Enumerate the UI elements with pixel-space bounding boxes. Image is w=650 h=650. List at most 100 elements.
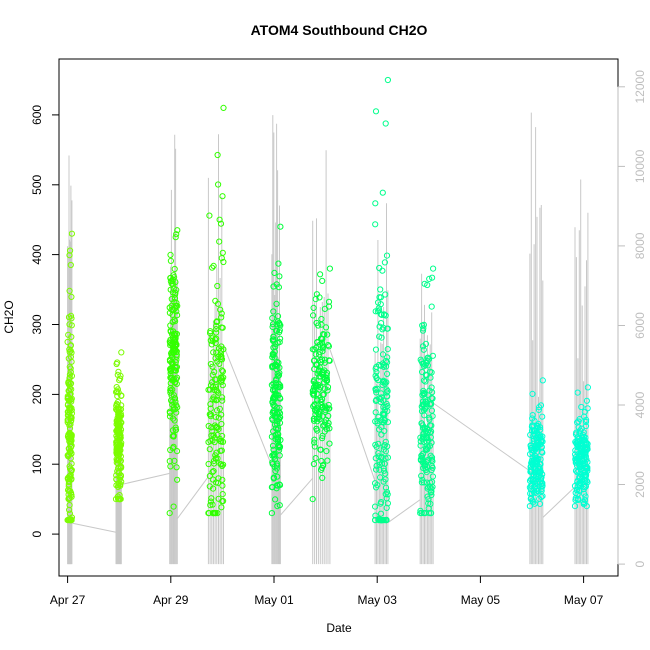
data-point (205, 439, 212, 446)
data-point (427, 422, 434, 429)
data-point (68, 315, 75, 322)
data-point (420, 387, 427, 394)
data-point (380, 478, 387, 485)
data-point (277, 322, 284, 329)
data-point (117, 496, 124, 503)
points-layer (64, 76, 592, 524)
data-point (419, 476, 426, 483)
right-tick-label: 0 (633, 560, 647, 567)
data-point (207, 502, 214, 509)
data-point (68, 467, 75, 474)
data-point (319, 432, 326, 439)
data-point (319, 342, 326, 349)
data-point (580, 433, 587, 441)
data-point (574, 419, 581, 426)
data-point (314, 427, 321, 434)
data-point (68, 431, 75, 439)
data-point (273, 300, 280, 307)
data-point (173, 464, 180, 471)
data-point (322, 416, 330, 423)
data-point (173, 330, 180, 338)
data-point (171, 305, 179, 312)
data-point (169, 342, 176, 349)
data-point (376, 323, 383, 330)
data-point (423, 403, 430, 410)
data-point (380, 397, 387, 404)
data-point (382, 357, 390, 365)
data-point (378, 424, 385, 431)
data-point (320, 461, 327, 469)
data-point (208, 341, 215, 348)
data-point (117, 375, 124, 382)
data-point (207, 337, 214, 344)
data-point (118, 392, 125, 399)
data-point (210, 262, 217, 269)
data-point (375, 305, 382, 312)
data-point (206, 386, 214, 393)
data-point (272, 391, 279, 399)
data-point (539, 471, 546, 478)
data-point (274, 482, 281, 489)
data-point (212, 297, 219, 304)
data-point (325, 343, 332, 350)
data-point (320, 422, 327, 429)
right-tick-label: 6000 (633, 312, 647, 339)
data-point (420, 321, 427, 328)
data-point (429, 473, 436, 480)
data-point (319, 474, 326, 481)
data-point (430, 265, 437, 272)
data-point (269, 442, 277, 449)
data-point (113, 449, 120, 456)
data-point (213, 322, 220, 329)
data-point (326, 440, 333, 447)
data-point (372, 503, 379, 510)
data-point (428, 466, 435, 474)
data-point (428, 509, 435, 517)
data-point (316, 351, 323, 358)
data-point (572, 467, 580, 474)
data-point (275, 442, 282, 449)
data-point (169, 377, 176, 384)
data-point (118, 349, 125, 356)
data-point (579, 479, 586, 486)
data-point (324, 422, 331, 429)
data-point (171, 298, 178, 306)
data-point (372, 108, 380, 115)
data-point (325, 401, 332, 409)
data-point (534, 422, 541, 429)
data-point (420, 346, 427, 353)
data-point (65, 331, 72, 338)
data-point (377, 474, 384, 481)
data-point (376, 333, 383, 340)
data-point (376, 458, 383, 466)
data-point (376, 466, 383, 473)
data-point (418, 420, 425, 427)
data-point (381, 259, 388, 266)
data-point (66, 321, 73, 328)
data-point (220, 104, 227, 112)
data-point (322, 324, 330, 331)
data-point (317, 357, 324, 364)
data-point (417, 434, 424, 441)
data-point (113, 360, 120, 368)
data-point (67, 261, 74, 269)
data-point (422, 371, 429, 378)
data-point (384, 346, 391, 353)
data-point (169, 360, 176, 367)
data-point (66, 422, 73, 429)
data-point (382, 120, 389, 127)
data-point (174, 476, 181, 483)
data-point (277, 395, 284, 402)
data-point (217, 355, 224, 362)
chart-title: ATOM4 Southbound CH2O (251, 22, 428, 38)
data-point (172, 398, 179, 405)
data-point (214, 151, 221, 159)
data-point (419, 459, 426, 466)
data-point (220, 258, 227, 266)
data-point (270, 336, 277, 343)
data-point (530, 457, 537, 464)
data-point (117, 412, 124, 419)
data-point (270, 363, 277, 370)
data-point (527, 442, 534, 449)
data-point (535, 469, 542, 476)
